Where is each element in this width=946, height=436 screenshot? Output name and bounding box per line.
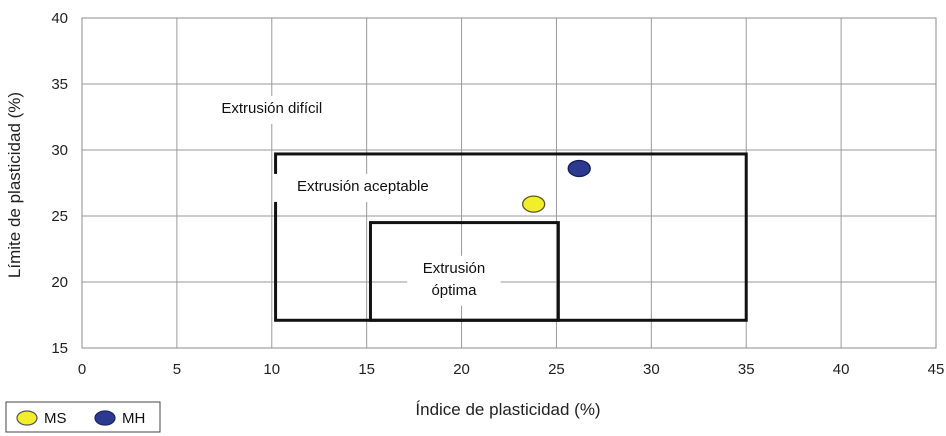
y-tick-label: 30 xyxy=(51,142,68,159)
legend-marker-ms xyxy=(16,410,38,426)
x-tick-label: 20 xyxy=(453,361,470,378)
y-axis-label: Límite de plasticidad (%) xyxy=(5,92,24,278)
zone-label-background xyxy=(273,173,453,202)
zone-rect xyxy=(368,221,560,322)
tick-labels: 0 5 10 15 20 25 30 35 40 45 15 20 25 30 35 40 xyxy=(51,10,944,378)
x-tick-label: 5 xyxy=(173,361,181,378)
data-point-mh xyxy=(567,159,591,178)
legend: MS MH xyxy=(5,401,161,433)
legend-marker-mh xyxy=(94,410,116,426)
data-points xyxy=(522,159,591,213)
x-tick-label: 45 xyxy=(928,361,945,378)
x-axis-label: Índice de plasticidad (%) xyxy=(415,400,600,419)
x-tick-label: 25 xyxy=(548,361,565,378)
legend-label-mh: MH xyxy=(122,410,145,427)
y-tick-label: 25 xyxy=(51,208,68,225)
plot-frame xyxy=(81,17,937,349)
x-tick-label: 15 xyxy=(358,361,375,378)
legend-label-ms: MS xyxy=(44,410,67,427)
y-tick-label: 35 xyxy=(51,76,68,93)
y-tick-label: 15 xyxy=(51,340,68,357)
zones: Extrusión difícil Extrusión aceptable Extr… xyxy=(190,96,748,322)
x-tick-label: 30 xyxy=(643,361,660,378)
x-tick-label: 10 xyxy=(263,361,280,378)
y-tick-label: 40 xyxy=(51,10,68,27)
y-tick-label: 20 xyxy=(51,274,68,291)
zone-label: óptima xyxy=(431,282,477,299)
x-tick-label: 40 xyxy=(833,361,850,378)
zone-label-background xyxy=(190,96,353,125)
zone-label: Extrusión xyxy=(423,260,486,277)
data-point-ms xyxy=(522,195,546,213)
zone-label: Extrusión aceptable xyxy=(297,178,429,195)
zone-label-background xyxy=(407,255,501,306)
zone-label: Extrusión difícil xyxy=(221,100,322,117)
x-tick-label: 35 xyxy=(738,361,755,378)
x-tick-label: 0 xyxy=(78,361,86,378)
